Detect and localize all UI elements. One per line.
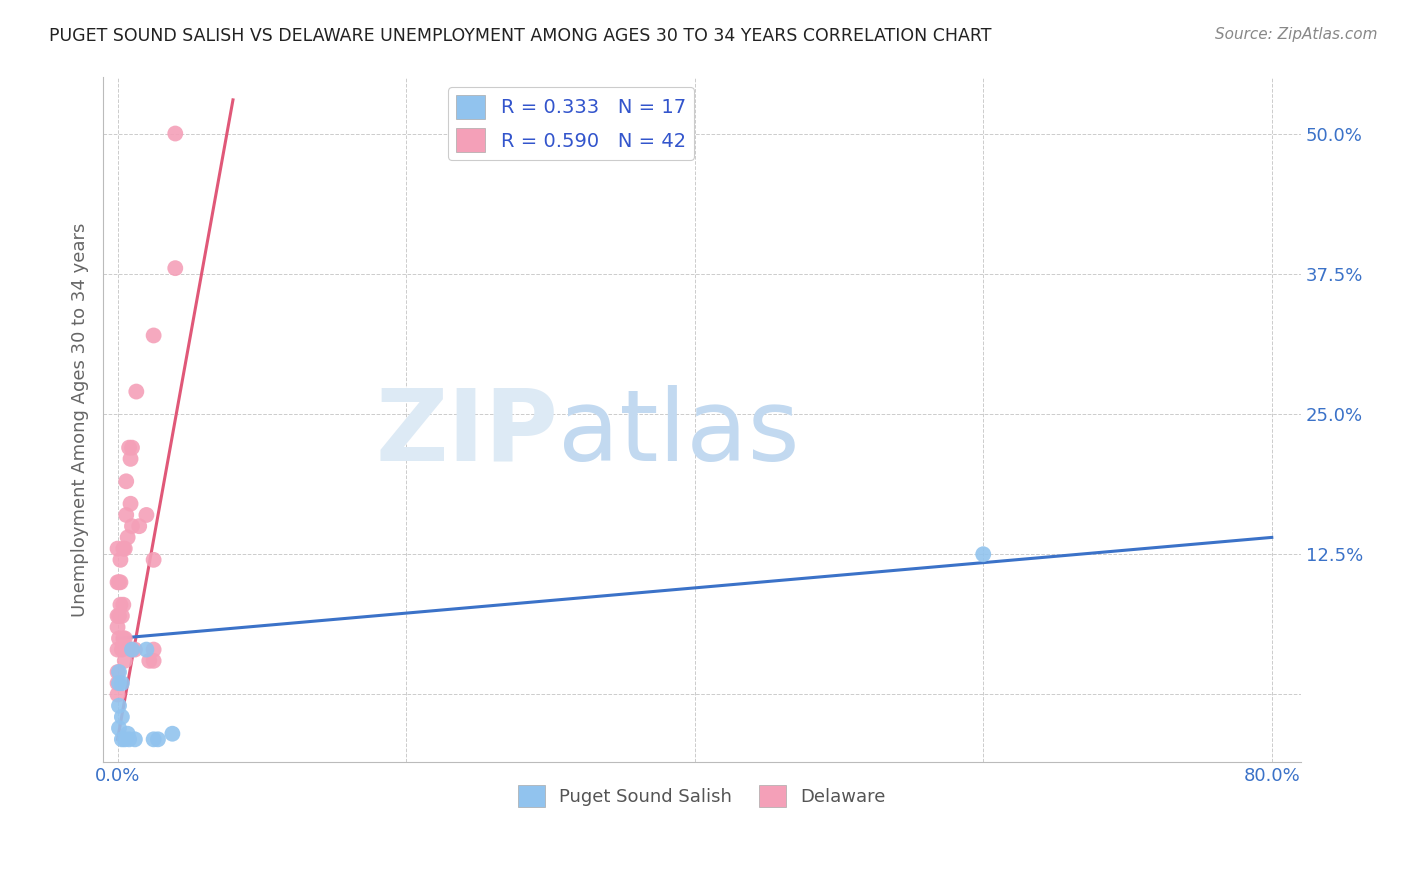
Point — [108, 632, 131, 646]
Point — [138, 654, 160, 668]
Point — [128, 519, 150, 533]
Point — [124, 732, 146, 747]
Point — [118, 732, 141, 747]
Text: Source: ZipAtlas.com: Source: ZipAtlas.com — [1215, 27, 1378, 42]
Text: ZIP: ZIP — [375, 384, 558, 482]
Point — [111, 609, 134, 624]
Point — [146, 732, 169, 747]
Point — [125, 384, 148, 399]
Point — [110, 553, 132, 567]
Point — [108, 575, 131, 590]
Text: atlas: atlas — [558, 384, 800, 482]
Point — [111, 732, 134, 747]
Point — [111, 642, 134, 657]
Point — [142, 328, 165, 343]
Point — [121, 642, 143, 657]
Point — [111, 710, 134, 724]
Point — [120, 451, 142, 466]
Point — [110, 598, 132, 612]
Point — [112, 632, 135, 646]
Point — [110, 575, 132, 590]
Point — [118, 441, 141, 455]
Point — [114, 541, 136, 556]
Point — [114, 732, 136, 747]
Point — [107, 665, 129, 679]
Point — [108, 721, 131, 735]
Point — [107, 676, 129, 690]
Point — [120, 497, 142, 511]
Point — [107, 688, 129, 702]
Point — [972, 547, 994, 561]
Point — [162, 727, 184, 741]
Point — [108, 698, 131, 713]
Point — [121, 441, 143, 455]
Point — [142, 553, 165, 567]
Point — [108, 665, 131, 679]
Point — [114, 632, 136, 646]
Point — [111, 676, 134, 690]
Text: PUGET SOUND SALISH VS DELAWARE UNEMPLOYMENT AMONG AGES 30 TO 34 YEARS CORRELATIO: PUGET SOUND SALISH VS DELAWARE UNEMPLOYM… — [49, 27, 991, 45]
Point — [108, 609, 131, 624]
Point — [107, 642, 129, 657]
Point — [124, 642, 146, 657]
Point — [112, 598, 135, 612]
Point — [135, 642, 157, 657]
Point — [142, 642, 165, 657]
Point — [142, 654, 165, 668]
Point — [107, 541, 129, 556]
Point — [135, 508, 157, 522]
Point — [117, 727, 139, 741]
Point — [112, 541, 135, 556]
Point — [115, 475, 138, 489]
Point — [115, 508, 138, 522]
Point — [165, 127, 187, 141]
Point — [142, 732, 165, 747]
Point — [114, 654, 136, 668]
Point — [108, 676, 131, 690]
Legend: Puget Sound Salish, Delaware: Puget Sound Salish, Delaware — [510, 778, 893, 814]
Y-axis label: Unemployment Among Ages 30 to 34 years: Unemployment Among Ages 30 to 34 years — [72, 222, 89, 616]
Point — [107, 575, 129, 590]
Point — [121, 642, 143, 657]
Point — [107, 620, 129, 634]
Point — [107, 609, 129, 624]
Point — [121, 519, 143, 533]
Point — [165, 261, 187, 276]
Point — [117, 530, 139, 544]
